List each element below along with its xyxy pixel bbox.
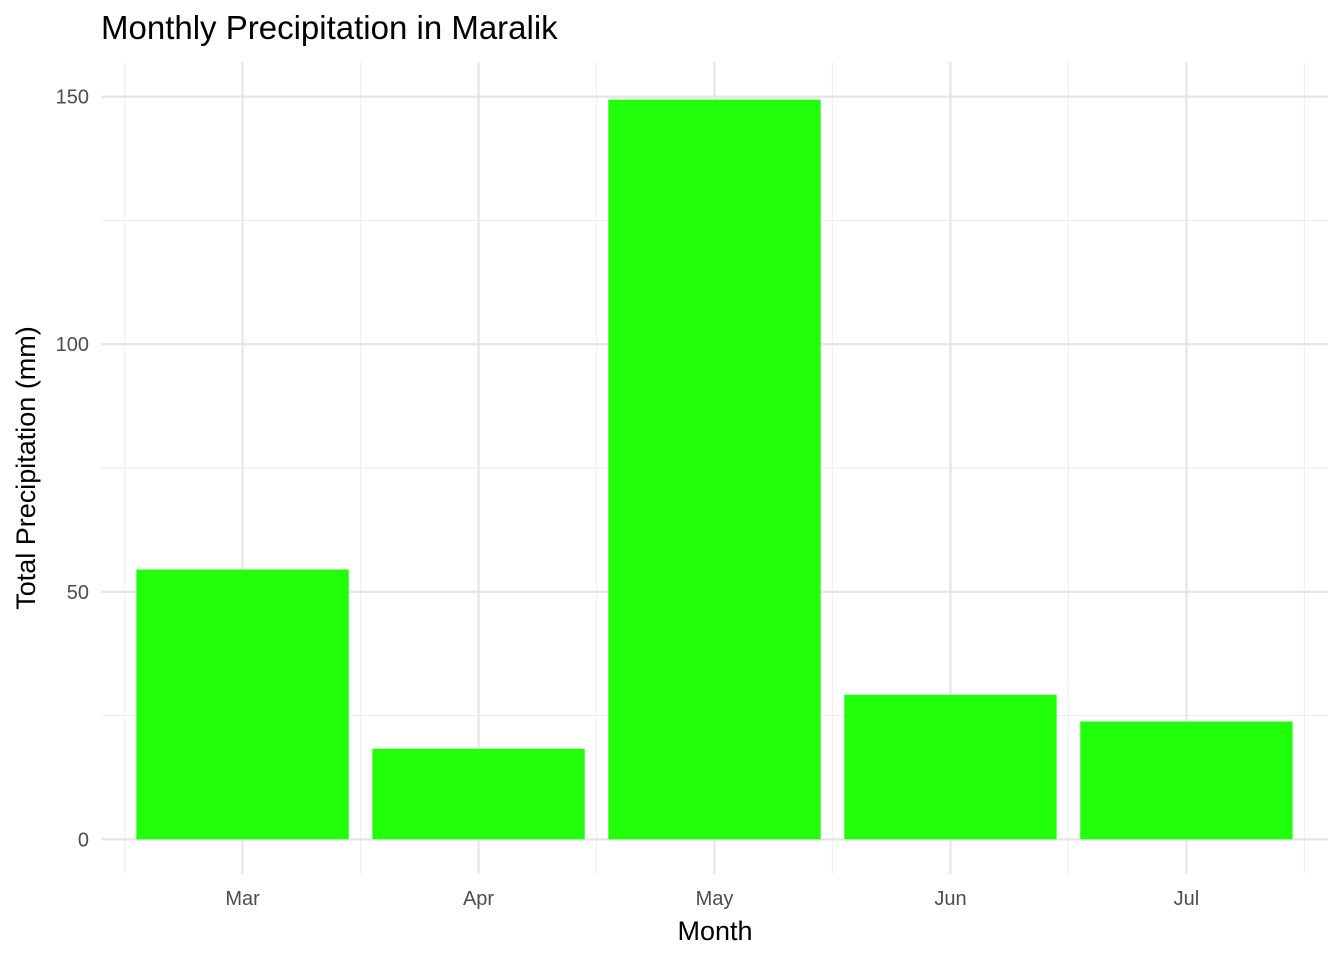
tick-labels: 0 50 100 150 Mar Apr May Jun Jul: [56, 87, 1200, 910]
x-tick-label: Jun: [934, 888, 966, 910]
bar-jul: [1080, 721, 1293, 840]
y-tick-label: 50: [67, 582, 89, 604]
x-tick-label: Mar: [225, 888, 260, 910]
x-tick-label: Jul: [1174, 888, 1200, 910]
y-tick-label: 150: [56, 87, 89, 109]
y-tick-label: 0: [78, 829, 89, 851]
x-axis-title: Month: [677, 916, 752, 946]
x-tick-label: May: [696, 888, 734, 910]
bar-apr: [372, 748, 585, 840]
y-axis-title: Total Precipitation (mm): [11, 326, 41, 610]
bar-jun: [844, 694, 1057, 840]
bar-mar: [136, 569, 349, 840]
chart-title: Monthly Precipitation in Maralik: [101, 9, 558, 46]
x-tick-label: Apr: [463, 888, 494, 910]
bar-may: [608, 99, 821, 840]
bars: [136, 99, 1293, 840]
y-tick-label: 100: [56, 334, 89, 356]
